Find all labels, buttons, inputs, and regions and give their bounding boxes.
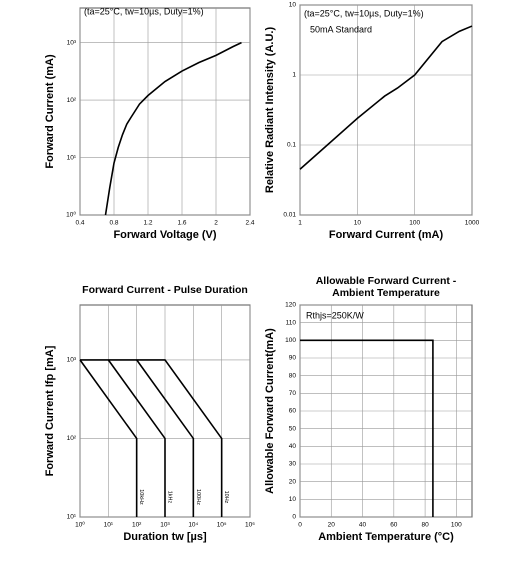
annotation: (ta=25°C, tw=10µs, Duty=1%) [84, 6, 204, 16]
y-axis-label: Forward Current Ifp [mA] [44, 345, 56, 476]
x-axis-label: Forward Voltage (V) [113, 229, 216, 241]
data-line [136, 359, 195, 517]
x-tick-label: 100 [451, 522, 462, 529]
x-tick-label: 10 [354, 220, 362, 227]
x-tick-label: 10⁵ [217, 522, 227, 529]
y-tick-label: 10² [67, 97, 77, 104]
series-label: 1kHz [167, 491, 173, 504]
y-tick-label: 10¹ [67, 514, 77, 521]
x-axis-label: Ambient Temperature (°C) [318, 531, 454, 543]
x-axis-label: Duration tw [µs] [123, 531, 207, 543]
y-tick-label: 10³ [67, 357, 77, 364]
x-axis-label: Forward Current (mA) [329, 229, 444, 241]
series-label: 10kHz [138, 489, 144, 505]
x-tick-label: 1.2 [143, 220, 152, 227]
data-line [79, 359, 138, 517]
x-tick-label: 10⁴ [188, 522, 198, 529]
series-label: 100Hz [195, 489, 201, 505]
data-line [107, 359, 166, 517]
y-tick-label: 1 [292, 72, 296, 79]
x-tick-label: 0.8 [109, 220, 118, 227]
x-tick-label: 10³ [160, 522, 170, 529]
y-tick-label: 50 [289, 425, 297, 432]
x-tick-label: 80 [421, 522, 429, 529]
data-line [104, 41, 242, 216]
y-tick-label: 80 [289, 372, 297, 379]
chart-title: Ambient Temperature [332, 287, 440, 299]
x-tick-label: 10⁶ [245, 522, 255, 529]
x-tick-label: 1.6 [177, 220, 186, 227]
data-line [80, 359, 223, 517]
chart-title: Allowable Forward Current - [316, 275, 457, 287]
x-tick-label: 10⁰ [75, 521, 85, 529]
y-tick-label: 60 [289, 408, 297, 415]
y-tick-label: 100 [285, 337, 296, 344]
y-tick-label: 0.1 [287, 142, 296, 149]
series-label: 10Hz [223, 491, 229, 504]
y-tick-label: 90 [289, 355, 297, 362]
x-tick-label: 0 [298, 522, 302, 529]
annotation: (ta=25°C, tw=10µs, Duty=1%) [304, 8, 424, 18]
y-axis-label: Relative Radiant Intensity (A.U.) [264, 27, 276, 194]
y-tick-label: 110 [286, 319, 297, 326]
y-tick-label: 0 [292, 514, 296, 521]
x-tick-label: 2.4 [245, 220, 254, 227]
y-tick-label: 10¹ [67, 154, 77, 161]
x-tick-label: 100 [409, 220, 420, 227]
chart-title: Forward Current - Pulse Duration [82, 284, 248, 296]
y-tick-label: 70 [289, 390, 297, 397]
x-tick-label: 2 [214, 220, 218, 227]
y-tick-label: 10² [67, 435, 77, 442]
x-tick-label: 10¹ [104, 522, 114, 529]
x-tick-label: 40 [359, 522, 367, 529]
y-tick-label: 10⁰ [66, 211, 76, 219]
y-tick-label: 10 [289, 2, 297, 9]
y-tick-label: 120 [285, 302, 296, 309]
y-axis-label: Forward Current (mA) [44, 54, 56, 169]
y-tick-label: 10 [289, 496, 297, 503]
plot-area [299, 4, 473, 216]
x-tick-label: 0.4 [75, 220, 84, 227]
x-tick-label: 10² [132, 522, 142, 529]
y-tick-label: 0.01 [283, 212, 296, 219]
y-axis-label: Allowable Forward Current(mA) [264, 328, 276, 494]
data-line [300, 339, 434, 517]
x-tick-label: 60 [390, 522, 398, 529]
x-tick-label: 1 [298, 220, 302, 227]
annotation: 50mA Standard [310, 24, 372, 34]
x-tick-label: 1000 [465, 220, 480, 227]
x-tick-label: 20 [328, 522, 336, 529]
annotation: Rthjs=250K/W [306, 310, 364, 320]
y-tick-label: 40 [289, 443, 297, 450]
data-line [299, 25, 473, 170]
y-tick-label: 30 [289, 461, 297, 468]
plot-area [79, 7, 251, 216]
y-tick-label: 20 [289, 478, 297, 485]
y-tick-label: 10³ [67, 39, 77, 46]
